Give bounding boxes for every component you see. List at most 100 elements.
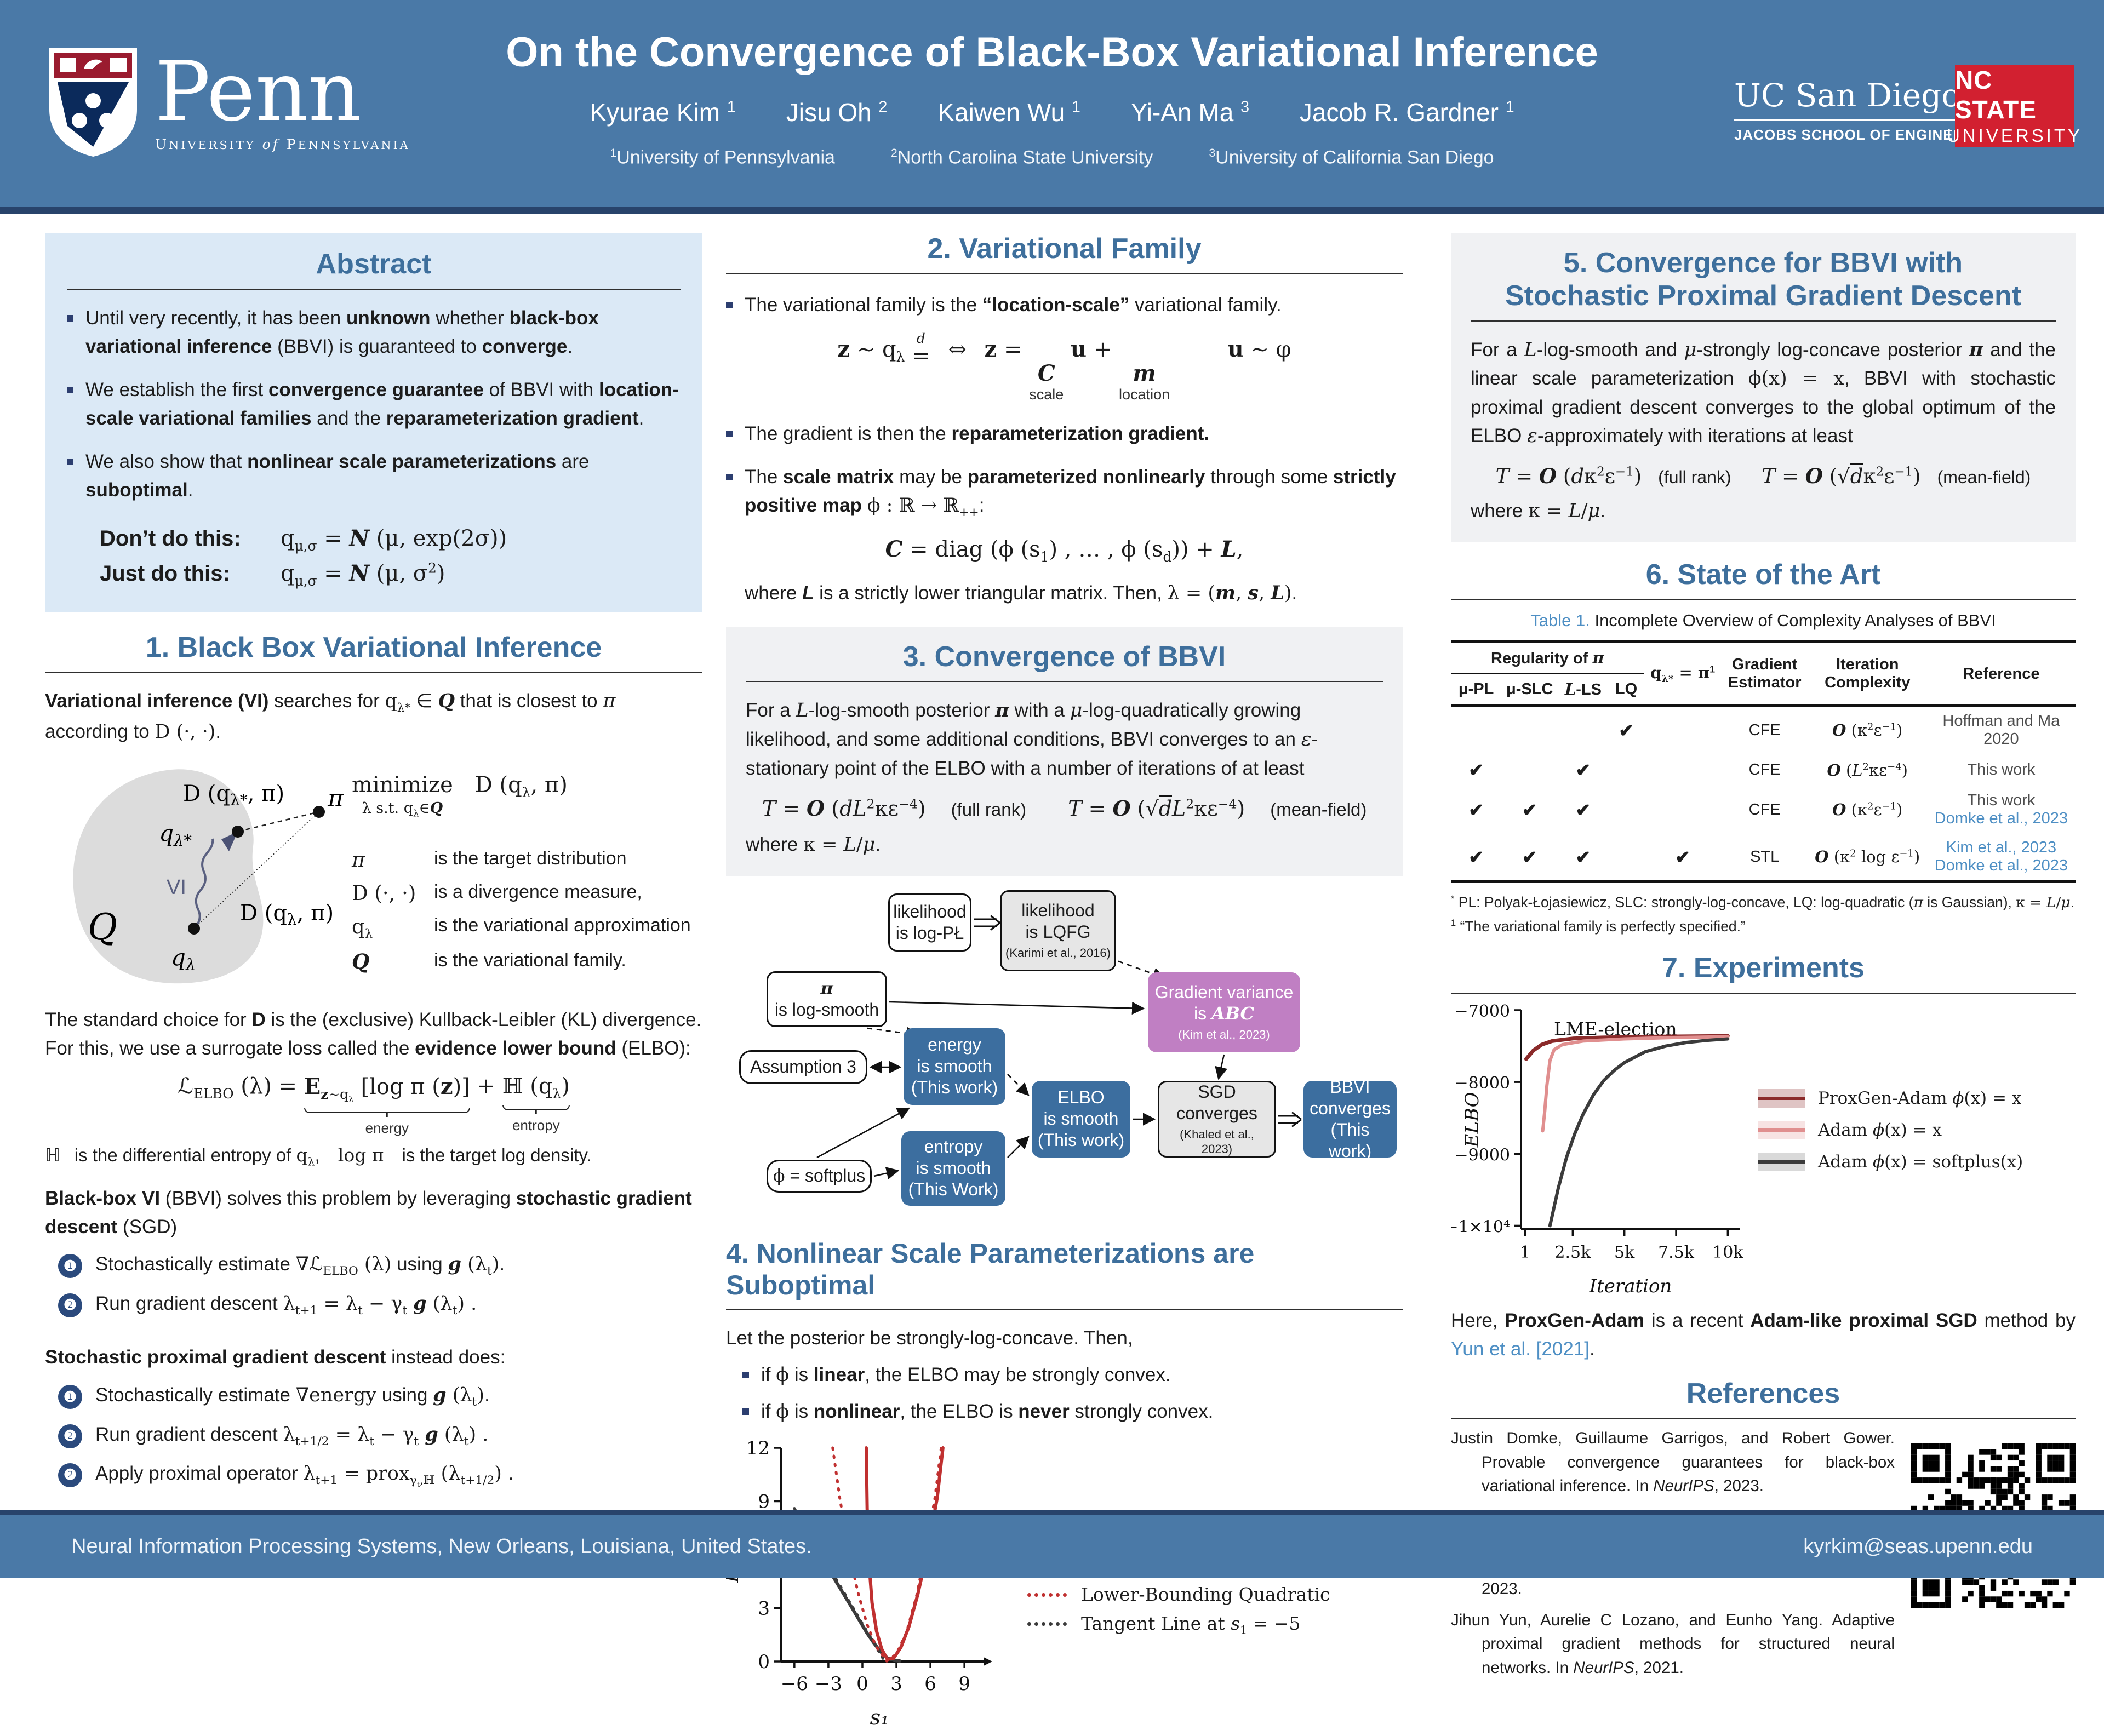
- bullet-icon: [726, 473, 733, 480]
- section2-bullet3: The scale matrix may be parameterized no…: [726, 463, 1403, 522]
- svg-text:7.5k: 7.5k: [1658, 1243, 1695, 1262]
- node-assumption3: Assumption 3: [739, 1050, 867, 1084]
- svg-text:−9000: −9000: [1455, 1145, 1510, 1165]
- svg-text:s₁: s₁: [870, 1705, 889, 1729]
- darkred-band-icon: [1758, 1089, 1805, 1108]
- elbo-formula: ℒELBO (λ) = Ez∼qλ [log π (z)] energy + ℍ …: [178, 1073, 570, 1136]
- prox-intro: Stochastic proximal gradient descent ins…: [45, 1347, 506, 1368]
- elbo-convexity-chart: −6−30369036912F (s₁)s₁: [726, 1440, 992, 1729]
- t5-fullrank-formula: T = O (dκ2ε−1): [1495, 463, 1642, 488]
- svg-text:3: 3: [758, 1598, 770, 1620]
- node-pi-logsmooth: π is log-smooth: [767, 971, 887, 1027]
- node-entropy-smooth: entropy is smooth (This Work): [901, 1131, 1005, 1206]
- underbrace: [304, 1107, 470, 1113]
- step-3-icon: ❷: [58, 1463, 82, 1488]
- label-pi: π: [327, 784, 344, 812]
- section3-paragraph: For a L-log-smooth posterior π with a μ-…: [746, 699, 1318, 780]
- svg-text:0: 0: [758, 1651, 770, 1673]
- vi-diagram-figure: D (qλ*, π) π qλ* VI Q qλ D (qλ, π): [73, 769, 344, 984]
- node-phi-softplus: ϕ = softplus: [767, 1159, 872, 1193]
- svg-text:9: 9: [958, 1673, 970, 1695]
- col-mu-slc: μ-SLC: [1506, 680, 1553, 698]
- section6-rule: [1451, 599, 2076, 600]
- label-q-opt: qλ*: [159, 820, 192, 850]
- references-rule: [1451, 1418, 2076, 1419]
- underbrace: [502, 1104, 570, 1110]
- complexity-table: Regularity of π qλ* = π1 Gradient Estimat…: [1451, 640, 2076, 883]
- sgd-step: ❶ Stochastically estimate ∇ℒELBO (λ) usin…: [58, 1251, 702, 1280]
- penn-shield-icon: [49, 48, 137, 157]
- symbol-row: qλ is the variational approximation: [352, 914, 691, 942]
- section5-title-line2: Stochastic Proximal Gradient Descent: [1505, 279, 2022, 312]
- affiliations: 1University of Pennsylvania 2North Carol…: [610, 147, 1494, 168]
- authors: Kyurae Kim 1 Jisu Oh 2 Kaiwen Wu 1 Yi-An…: [590, 98, 1514, 127]
- flowchart-arrows: [816, 914, 1302, 1179]
- reference-entry: Jihun Yun, Aurelie C Lozano, and Eunho Y…: [1451, 1611, 1895, 1677]
- penn-subtitle: UNIVERSITY of PENNSYLVANIA: [155, 136, 410, 152]
- table-row: ✔ ✔ ✔ ✔ STL O (κ2 log ε−1) Kim et al., 2023 Do…: [1468, 839, 2068, 875]
- minimize-label: minimize: [352, 772, 453, 798]
- poster-footer: Neural Information Processing Systems, N…: [0, 1510, 2104, 1578]
- svg-text:6: 6: [924, 1673, 936, 1695]
- svg-text:3: 3: [890, 1673, 902, 1695]
- poster-header: Penn UNIVERSITY of PENNSYLVANIA On the C…: [0, 0, 2104, 207]
- table-footnote-2: 1 “The variational family is perfectly s…: [1451, 918, 1746, 935]
- ucsd-name: UC San Diego: [1734, 77, 1961, 121]
- conference-venue: Neural Information Processing Systems, N…: [71, 1535, 812, 1558]
- section5-where: where κ = L/μ.: [1471, 500, 1606, 522]
- svg-text:Iteration: Iteration: [1589, 1275, 1672, 1297]
- label-d-lambda: D (qλ, π): [240, 901, 334, 929]
- svg-text:−8000: −8000: [1455, 1074, 1510, 1093]
- ncstate-line1: NC STATE: [1955, 66, 2037, 124]
- gray-band-icon: [1758, 1153, 1805, 1172]
- label-Q: Q: [88, 906, 117, 948]
- col-iteration-complexity: Iteration Complexity: [1825, 656, 1911, 692]
- abstract-bullet: We also show that nonlinear scale parame…: [67, 448, 681, 505]
- header-divider: [0, 207, 2104, 214]
- node-sgd-converges: SGD converges (Khaled et al., 2023): [1158, 1080, 1276, 1158]
- minimize-objective: D (qλ, π): [474, 772, 568, 801]
- dark-dotted-line-icon: [1027, 1622, 1067, 1626]
- contact-email[interactable]: kyrkim@seas.upenn.edu: [1803, 1535, 2033, 1558]
- svg-text:9: 9: [758, 1491, 770, 1513]
- pink-band-icon: [1758, 1121, 1805, 1140]
- legend-item: Adam ϕ(x) = softplus(x): [1758, 1152, 2023, 1172]
- col-regularity: Regularity of π: [1451, 641, 1644, 675]
- section4-intro: Let the posterior be strongly-log-concav…: [726, 1327, 1133, 1349]
- legend-item: Lower-Bounding Quadratic: [1027, 1580, 1346, 1609]
- abstract-bullet: Until very recently, it has been unknown…: [67, 304, 681, 362]
- section5-title-line1: 5. Convergence for BBVI with: [1563, 247, 1963, 279]
- svg-text:−6: −6: [781, 1673, 808, 1695]
- col-q-equals-pi: qλ* = π1: [1650, 663, 1716, 685]
- reference-entry: Justin Domke, Guillaume Garrigos, and Ro…: [1451, 1429, 1895, 1496]
- section5-paragraph: For a L-log-smooth and μ-strongly log-co…: [1471, 338, 2056, 447]
- penn-logo: Penn UNIVERSITY of PENNSYLVANIA: [47, 44, 410, 159]
- footer-divider: [0, 1510, 2104, 1515]
- section3-title: 3. Convergence of BBVI: [902, 640, 1226, 673]
- label-d-opt: D (qλ*, π): [183, 781, 284, 809]
- section6-title: 6. State of the Art: [1645, 558, 1881, 591]
- bullet-icon: [67, 314, 73, 322]
- section4-bullet1: if ϕ is linear, the ELBO may be strongly…: [742, 1361, 1403, 1390]
- bullet-icon: [67, 386, 73, 393]
- dont-label: Don’t do this:: [100, 526, 241, 551]
- experiments-plot: 1 2.5k 5k 7.5k 10k −7000 −8000 −9000 −1×10⁴ LME-e…: [1451, 998, 2076, 1302]
- abstract-title: Abstract: [316, 248, 432, 280]
- table-row: ✔ ✔ ✔ CFE O (κ2ε−1) This work Domke et al., 2…: [1468, 792, 2068, 828]
- symbol-row: D (·, ·) is a divergence measure,: [352, 881, 642, 905]
- table-row: ✔ ✔ CFE O (L2κε−4) This work: [1468, 760, 2036, 781]
- svg-text:ELBO: ELBO: [1461, 1092, 1483, 1148]
- bullet-icon: [742, 1372, 749, 1379]
- t5-meanfield-formula: T = O (√dκ2ε−1): [1762, 463, 1921, 488]
- svg-text:0: 0: [856, 1673, 868, 1695]
- node-bbvi-converges: BBVI converges (This work): [1303, 1077, 1397, 1161]
- svg-text:12: 12: [746, 1440, 770, 1459]
- entropy-note: ℍ is the differential entropy of qλ, log…: [45, 1144, 592, 1168]
- sgd-step: ❷ Run gradient descent λt+1 = λt − γt g (…: [58, 1290, 702, 1319]
- t-fullrank-formula: T = O (dL2κε−4): [762, 795, 926, 821]
- step-2-icon: ❷: [58, 1424, 82, 1448]
- suboptimality-plot: −6−30369036912F (s₁)s₁ ELBO with ϕ(x) = …: [726, 1440, 1403, 1736]
- section3-rule: [746, 681, 1383, 683]
- scale-matrix-formula: C = diag (ϕ (s1) , … , ϕ (sd)) + L,: [885, 536, 1244, 565]
